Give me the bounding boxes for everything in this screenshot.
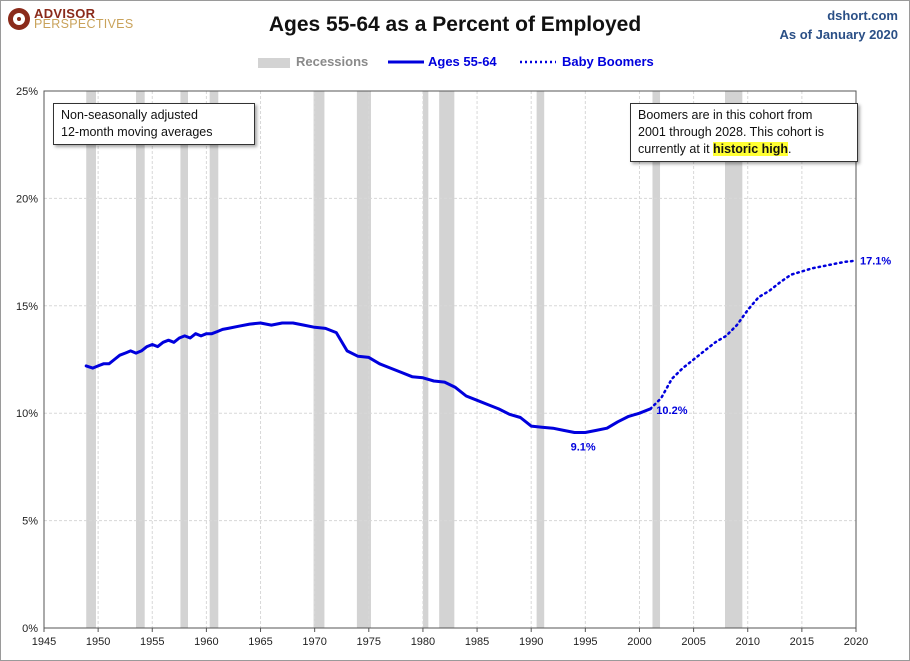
annotation-highlight-historic-high: historic high — [713, 142, 789, 156]
recession-band-6 — [422, 91, 429, 628]
x-tick-label-0: 1945 — [32, 636, 56, 648]
chart-legend: Recessions Ages 55-64 Baby Boomers — [0, 54, 910, 72]
y-tick-label-0: 0% — [22, 623, 38, 635]
x-tick-label-15: 2020 — [844, 636, 868, 648]
legend-label-recessions: Recessions — [296, 54, 369, 69]
recession-band-3 — [209, 91, 219, 628]
source-date: As of January 2020 — [779, 27, 898, 42]
logo-line-2: PERSPECTIVES — [34, 17, 134, 31]
y-tick-label-4: 20% — [16, 193, 38, 205]
annotation-left: Non-seasonally adjusted 12-month moving … — [53, 103, 255, 145]
recession-band-5 — [356, 91, 371, 628]
annotation-right-line-3-post: . — [788, 142, 792, 156]
annotation-right-line-3: currently at it historic high. — [638, 141, 850, 158]
recession-band-0 — [86, 91, 96, 628]
data-label-0: 9.1% — [571, 442, 596, 454]
x-tick-label-12: 2005 — [681, 636, 705, 648]
x-tick-label-11: 2000 — [627, 636, 651, 648]
legend-swatch-baby-boomers — [520, 60, 556, 64]
plot-border — [43, 90, 857, 629]
compass-logo-icon — [8, 8, 30, 30]
x-tick-label-3: 1960 — [194, 636, 218, 648]
recession-band-9 — [652, 91, 661, 628]
recession-band-7 — [439, 91, 455, 628]
series-line-0 — [84, 321, 652, 434]
source-block: dshort.com As of January 2020 — [779, 6, 898, 44]
legend-label-baby-boomers: Baby Boomers — [562, 54, 654, 69]
data-label-1: 10.2% — [656, 405, 687, 417]
x-tick-label-4: 1965 — [248, 636, 272, 648]
recession-band-1 — [136, 91, 145, 628]
y-tick-label-5: 25% — [16, 86, 38, 98]
annotation-right: Boomers are in this cohort from 2001 thr… — [630, 103, 858, 162]
x-tick-label-6: 1975 — [357, 636, 381, 648]
x-tick-label-10: 1995 — [573, 636, 597, 648]
source-site: dshort.com — [827, 8, 898, 23]
logo-line-1: ADVISOR — [34, 6, 96, 21]
legend-swatch-recessions — [258, 58, 290, 68]
x-tick-label-8: 1985 — [465, 636, 489, 648]
annotation-left-line-2: 12-month moving averages — [61, 125, 213, 139]
y-tick-label-2: 10% — [16, 408, 38, 420]
annotation-left-line-1: Non-seasonally adjusted — [61, 108, 198, 122]
series-line-1 — [649, 259, 858, 411]
advisor-perspectives-logo: ADVISOR PERSPECTIVES — [8, 6, 134, 31]
annotation-right-line-3-pre: currently at it — [638, 142, 714, 156]
recession-band-4 — [313, 91, 325, 628]
y-tick-label-1: 5% — [22, 516, 38, 528]
annotation-right-line-2: 2001 through 2028. This cohort is — [638, 125, 825, 139]
x-tick-label-1: 1950 — [86, 636, 110, 648]
recession-band-8 — [536, 91, 545, 628]
data-label-2: 17.1% — [860, 256, 891, 268]
legend-swatch-ages-55-64 — [388, 60, 424, 64]
x-tick-label-9: 1990 — [519, 636, 543, 648]
recession-band-2 — [180, 91, 188, 628]
x-tick-label-13: 2010 — [735, 636, 759, 648]
x-tick-label-2: 1955 — [140, 636, 164, 648]
x-tick-label-7: 1980 — [411, 636, 435, 648]
x-tick-label-14: 2015 — [790, 636, 814, 648]
y-tick-label-3: 15% — [16, 301, 38, 313]
legend-label-ages-55-64: Ages 55-64 — [428, 54, 497, 69]
x-tick-label-5: 1970 — [302, 636, 326, 648]
recession-band-10 — [724, 91, 743, 628]
chart-title: Ages 55-64 as a Percent of Employed — [268, 13, 642, 36]
annotation-right-line-1: Boomers are in this cohort from — [638, 108, 813, 122]
